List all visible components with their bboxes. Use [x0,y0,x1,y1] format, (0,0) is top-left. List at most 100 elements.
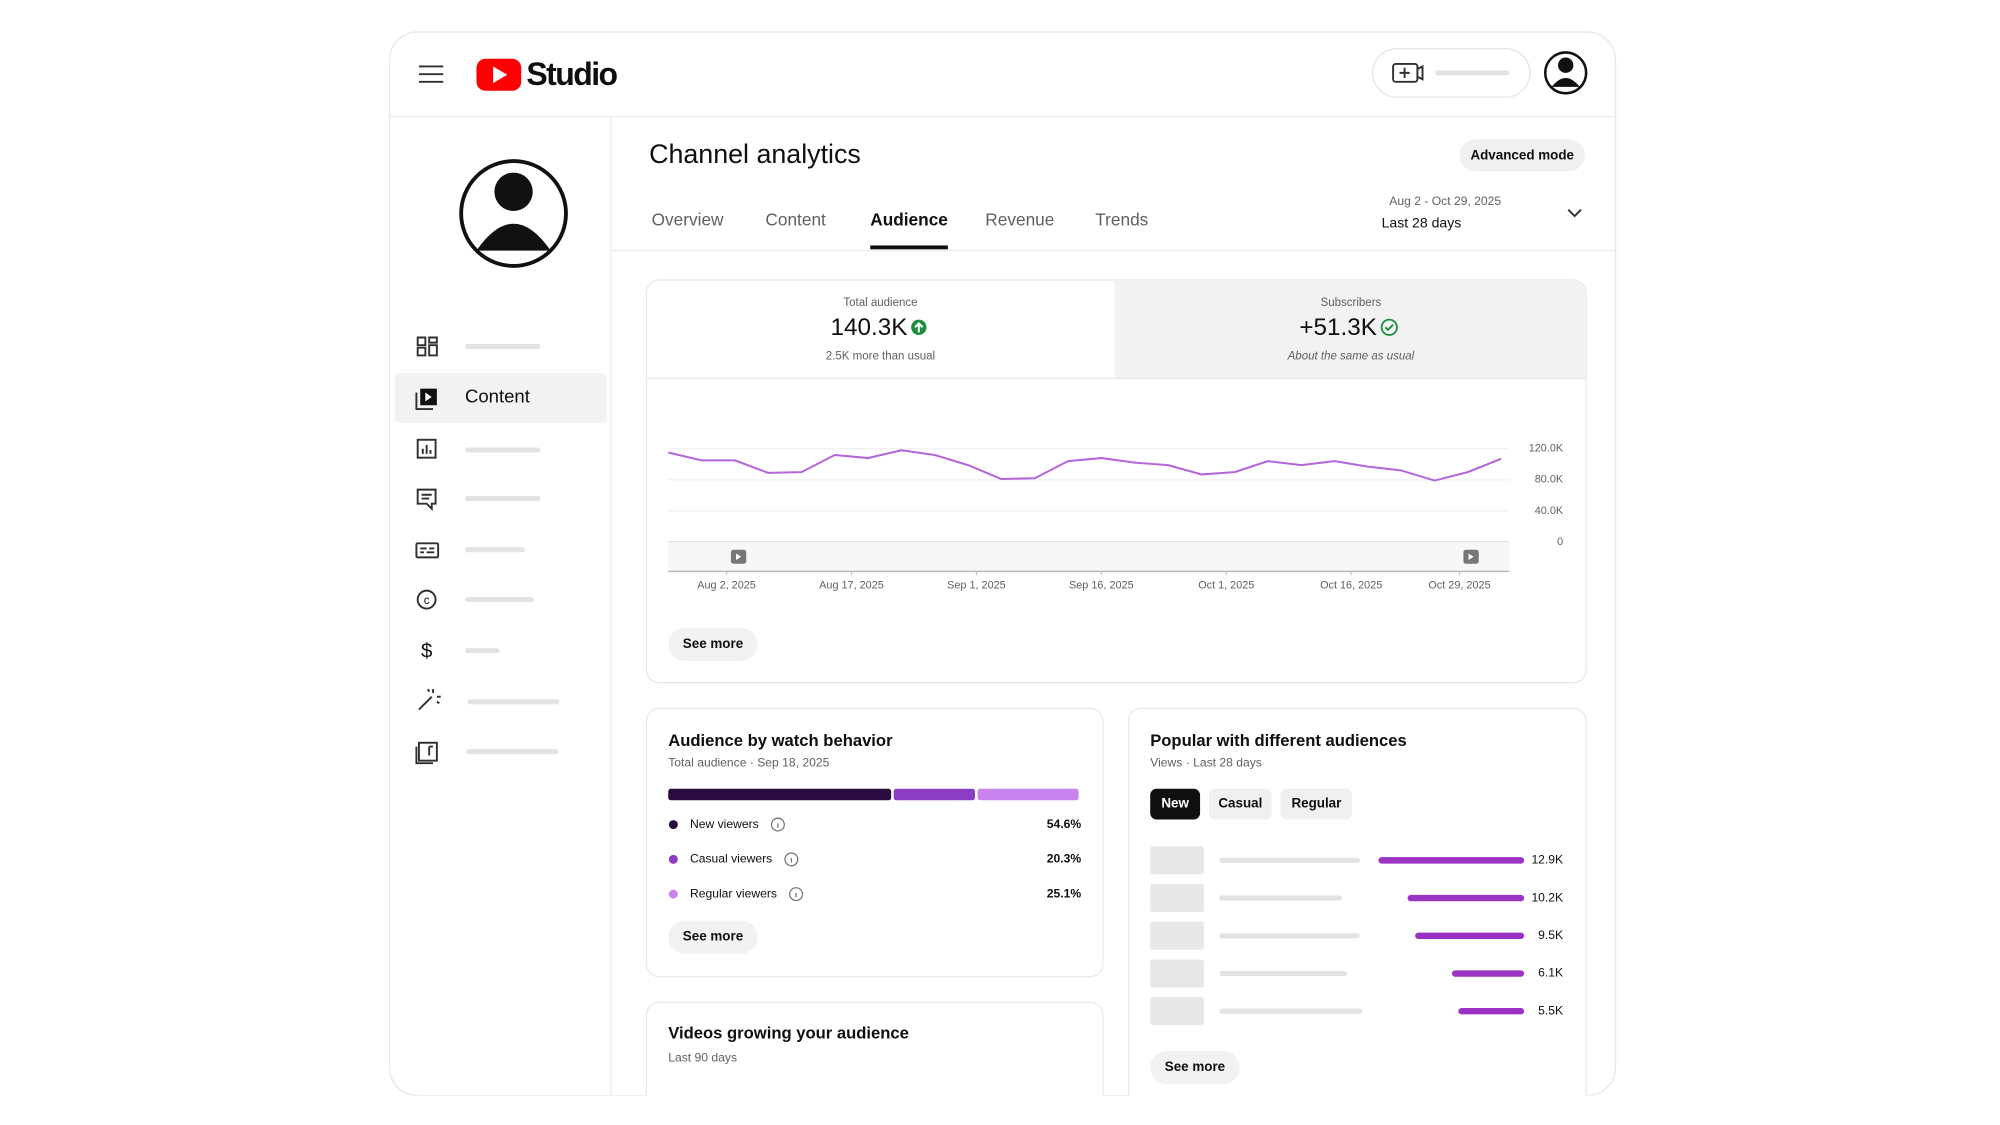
thumbnail [1150,997,1204,1026]
behavior-segment [668,788,892,801]
x-tick-label: Sep 1, 2025 [947,579,1006,591]
frame-cut [389,1095,1616,1125]
y-tick-label: 40.0K [1535,505,1564,517]
metric-value: +51.3K [1299,314,1377,341]
logo-text: Studio [526,56,617,92]
legend-label: New viewers [690,817,759,831]
nav-content[interactable]: Content [415,385,531,411]
watch-card [645,707,1104,978]
behavior-segment [977,788,1079,801]
filter-chip[interactable] [1150,788,1201,820]
views-label: 5.5K [1538,1003,1563,1017]
filter-chip[interactable] [1280,788,1353,820]
y-tick-label: 0 [1557,536,1563,548]
legend-value: 20.3% [1047,852,1082,866]
views-label: 9.5K [1538,928,1563,942]
video-marker[interactable] [1463,549,1479,564]
card-title: Popular with different audiences [1150,731,1407,750]
nav-comments[interactable] [416,488,541,512]
nav-subtitles[interactable] [415,542,526,559]
legend-label: Casual viewers [690,852,772,866]
see-more-label: See more [683,636,743,651]
metric-check-icon [1380,318,1398,336]
x-tick-label: Aug 17, 2025 [819,579,884,591]
video-marker[interactable] [730,549,747,564]
metric-tile-selected[interactable] [1114,279,1587,379]
card-subtitle: Total audience · Sep 18, 2025 [668,755,829,769]
tab[interactable]: Overview [652,210,724,230]
tab-indicator [870,245,948,250]
hamburger[interactable] [418,65,444,83]
advanced-button[interactable] [1459,139,1585,172]
thumbnail [1150,884,1204,913]
nav-earn[interactable]: $ [421,639,500,662]
thumbnail [1150,959,1204,988]
card-subtitle: Last 90 days [668,1051,737,1065]
see-more-label: See more [683,929,743,944]
svg-text:c: c [424,595,430,607]
channel-avatar [459,159,568,268]
metric-note: 2.5K more than usual [826,351,935,363]
legend-dot [668,820,678,830]
timeline-track [668,542,1510,572]
advanced-label: Advanced mode [1470,148,1574,163]
thumbnail [1150,846,1204,875]
logo-play [493,66,508,84]
metric-value: 140.3K [831,314,908,341]
y-tick-label: 80.0K [1535,474,1564,486]
see-more-button[interactable] [1150,1050,1240,1085]
card-title: Videos growing your audience [668,1024,909,1043]
views-label: 12.9K [1531,853,1563,867]
nav-copyright[interactable]: c [416,589,535,610]
legend-value: 54.6% [1047,817,1082,831]
tab[interactable]: Trends [1095,210,1148,230]
metric-up-icon [911,319,927,335]
tab[interactable]: Content [765,210,826,230]
x-tick-label: Oct 29, 2025 [1428,579,1490,591]
date-dropdown[interactable] [1567,208,1582,218]
legend-label: Regular viewers [690,886,777,900]
x-tick-label: Sep 16, 2025 [1069,579,1134,591]
filter-label: Regular [1291,796,1342,811]
card-subtitle: Views · Last 28 days [1150,755,1262,769]
date-label: Last 28 days [1382,214,1462,230]
y-tick-label: 120.0K [1529,443,1564,455]
account-avatar[interactable] [1543,51,1588,95]
tab[interactable]: Audience [870,210,948,230]
thumbnail [1150,921,1204,950]
filter-label: Casual [1218,796,1262,811]
x-tick-label: Oct 1, 2025 [1198,579,1254,591]
views-label: 10.2K [1531,890,1563,904]
filter-chip[interactable] [1209,788,1272,820]
create-icon [1392,62,1424,83]
nav-dashboard[interactable] [416,336,541,357]
page-title: Channel analytics [649,139,861,169]
info-icon[interactable] [784,852,799,867]
tab[interactable]: Revenue [985,210,1054,230]
metric-label: Subscribers [1321,297,1382,309]
see-more-button[interactable] [668,920,758,954]
nav-analytics[interactable] [416,438,541,459]
metric-note: About the same as usual [1287,351,1415,363]
x-tick-label: Aug 2, 2025 [697,579,756,591]
see-more-label: See more [1165,1059,1225,1074]
nav-customize[interactable] [418,688,560,711]
legend-dot [668,889,678,899]
nav-label: Content [465,385,531,406]
audience-line [668,449,1502,482]
legend-dot [668,854,678,864]
nav-active-bg [394,373,607,424]
date-range: Aug 2 - Oct 29, 2025 [1389,194,1501,208]
behavior-segment [893,788,975,801]
card-title: Audience by watch behavior [668,731,893,750]
videos-card [645,1001,1104,1096]
info-icon[interactable] [789,887,804,902]
see-more-button[interactable] [668,627,758,661]
metric-label: Total audience [843,297,917,309]
nav-audio[interactable] [415,741,559,765]
info-icon[interactable] [770,817,785,832]
filter-label: New [1161,796,1189,811]
views-label: 6.1K [1538,966,1563,980]
x-tick-label: Oct 16, 2025 [1320,579,1382,591]
